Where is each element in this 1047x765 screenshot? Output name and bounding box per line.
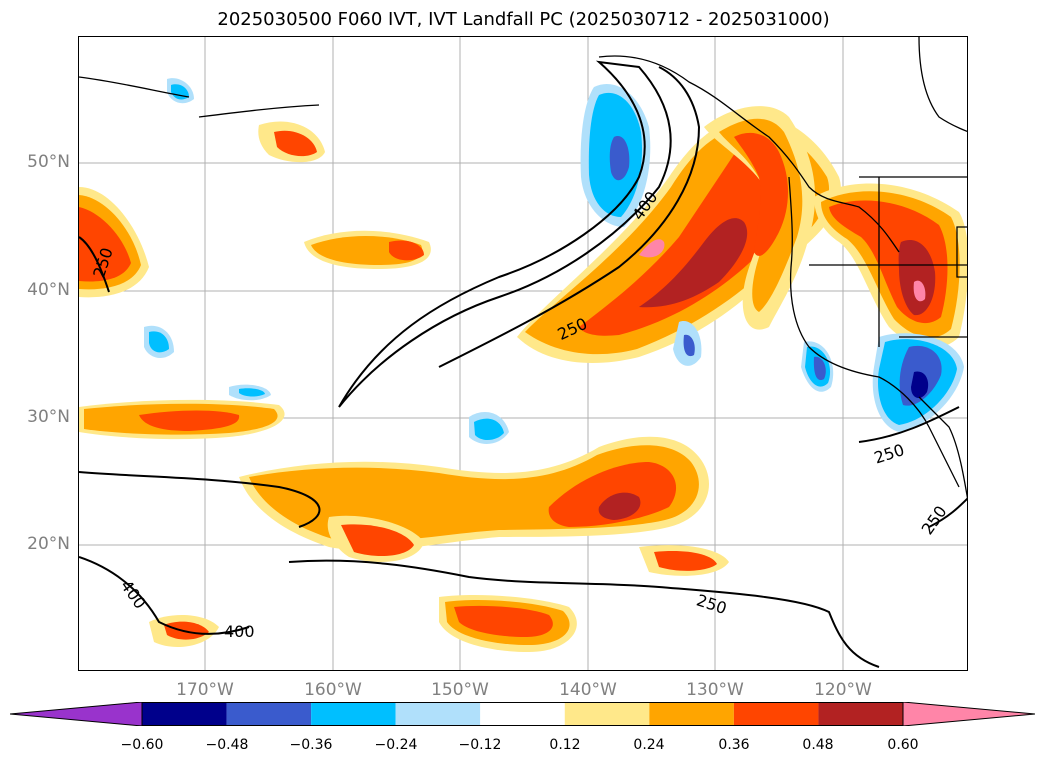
coastlines bbox=[79, 37, 967, 499]
contour-label-400-sw: 400 bbox=[117, 576, 150, 612]
contour-label-250-baja: 250 bbox=[872, 440, 907, 468]
map-title: 2025030500 F060 IVT, IVT Landfall PC (20… bbox=[217, 9, 830, 30]
colorbar-segment-5 bbox=[480, 702, 565, 726]
lon-label-120w: 120°W bbox=[814, 680, 872, 700]
contour-label-400-south: 400 bbox=[224, 622, 255, 641]
colorbar-tick-neg-048: −0.48 bbox=[205, 737, 249, 753]
lon-label-170w: 170°W bbox=[176, 680, 234, 700]
lon-label-130w: 130°W bbox=[686, 680, 744, 700]
colorbar bbox=[9, 701, 1036, 727]
map-canvas: 400 250 250 400 250 250 400 250 bbox=[79, 37, 967, 670]
colorbar-border bbox=[141, 702, 904, 726]
lat-label-30n: 30°N bbox=[27, 407, 70, 427]
colorbar-segment-8 bbox=[733, 702, 819, 726]
ivt-positive-band-main bbox=[517, 115, 841, 363]
lat-label-20n: 20°N bbox=[27, 534, 70, 554]
lon-label-140w: 140°W bbox=[559, 680, 617, 700]
lat-label-50n: 50°N bbox=[27, 152, 70, 172]
colorbar-segment-7 bbox=[649, 702, 734, 726]
gridlines bbox=[79, 37, 967, 670]
contour-label-250-se: 250 bbox=[918, 502, 951, 538]
colorbar-tick-neg-060: −0.60 bbox=[120, 737, 164, 753]
contour-label-250-south: 250 bbox=[694, 591, 729, 619]
ivt-negative bbox=[144, 78, 964, 444]
colorbar-segment-1 bbox=[142, 702, 227, 726]
lat-label-40n: 40°N bbox=[27, 280, 70, 300]
colorbar-tick-048: 0.48 bbox=[802, 737, 834, 753]
ivt-contours bbox=[79, 60, 967, 668]
colorbar-tick-024: 0.24 bbox=[633, 737, 665, 753]
colorbar-tick-012: 0.12 bbox=[549, 737, 581, 753]
ivt-positive-coast bbox=[704, 106, 967, 348]
map-panel: 400 250 250 400 250 250 400 250 bbox=[78, 36, 968, 671]
colorbar-tick-036: 0.36 bbox=[718, 737, 750, 753]
colorbar-segment-2 bbox=[226, 702, 312, 726]
colorbar-segment-0 bbox=[9, 701, 143, 727]
lon-label-160w: 160°W bbox=[304, 680, 362, 700]
colorbar-svg bbox=[9, 701, 1036, 727]
colorbar-segment-9 bbox=[818, 702, 903, 726]
colorbar-segment-6 bbox=[564, 702, 650, 726]
colorbar-tick-neg-024: −0.24 bbox=[374, 737, 418, 753]
colorbar-tick-neg-036: −0.36 bbox=[289, 737, 333, 753]
colorbar-tick-neg-012: −0.12 bbox=[458, 737, 502, 753]
colorbar-segment-10 bbox=[902, 701, 1036, 727]
colorbar-segment-3 bbox=[311, 702, 396, 726]
colorbar-segment-4 bbox=[395, 702, 481, 726]
lon-label-150w: 150°W bbox=[431, 680, 489, 700]
colorbar-tick-060: 0.60 bbox=[887, 737, 919, 753]
